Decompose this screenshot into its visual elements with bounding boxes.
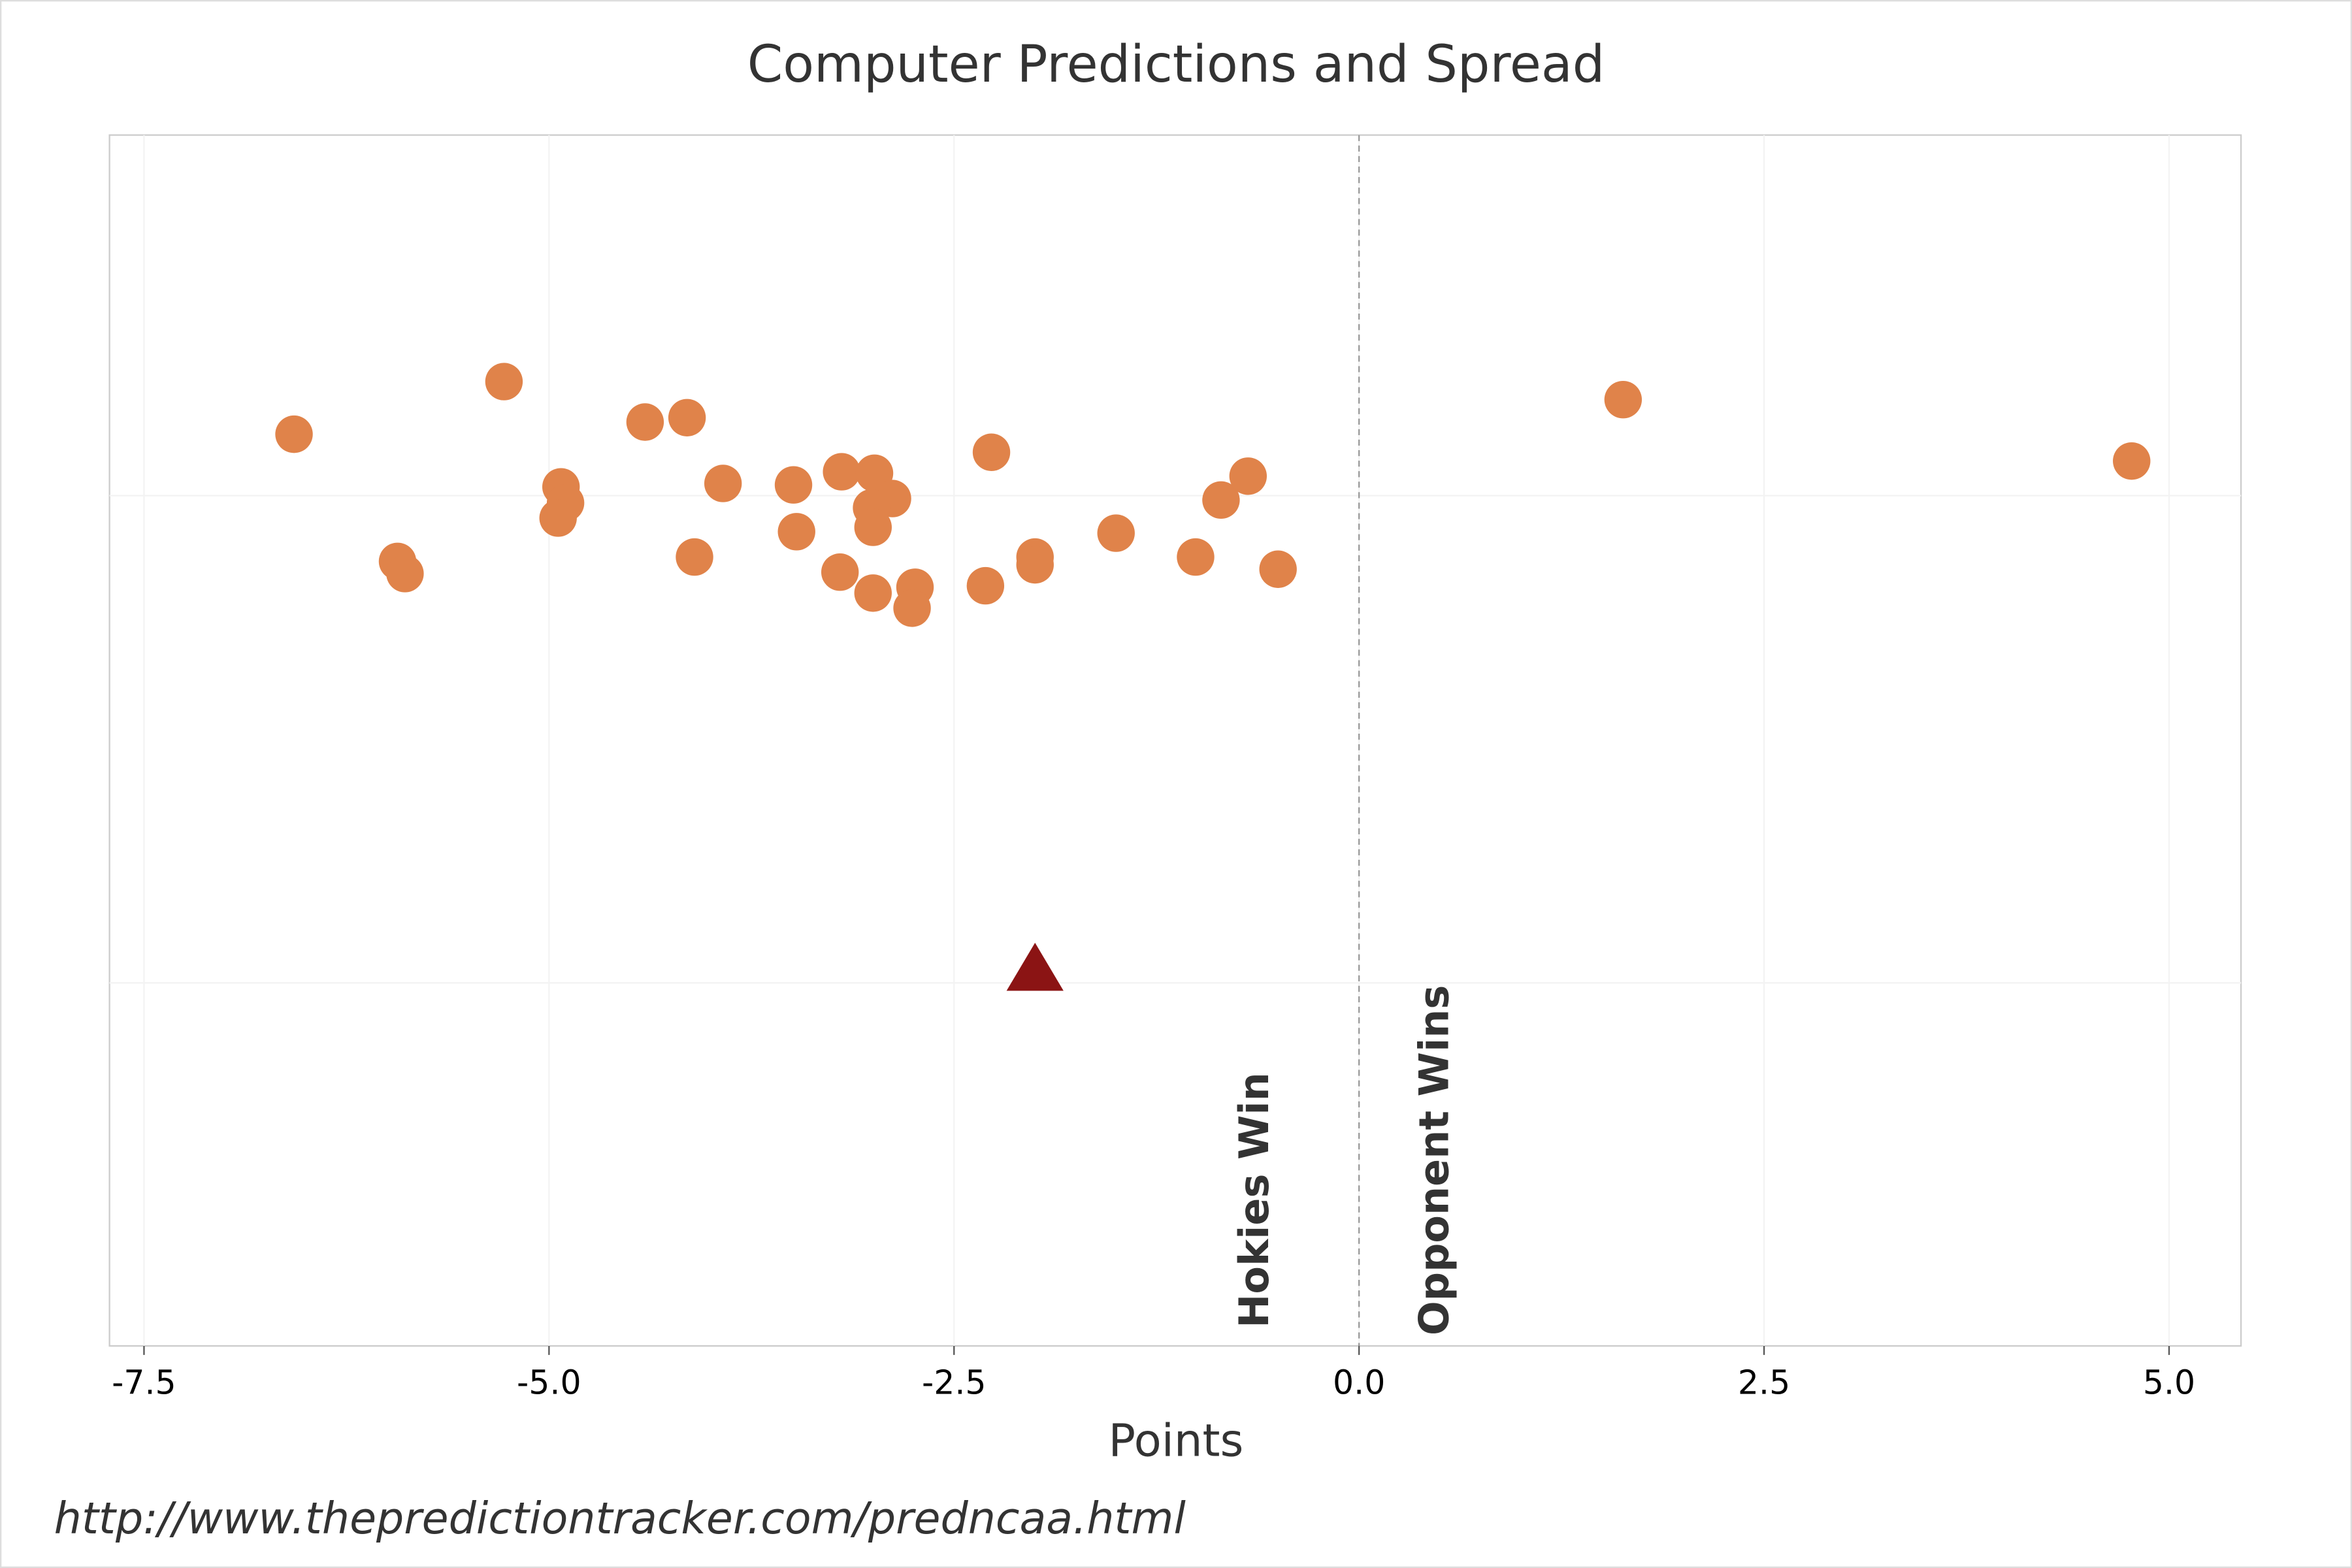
point bbox=[676, 538, 713, 576]
x-tick-label: 2.5 bbox=[1738, 1363, 1790, 1401]
x-tick-label: -2.5 bbox=[922, 1363, 987, 1401]
x-tick-label: -5.0 bbox=[517, 1363, 581, 1401]
point bbox=[854, 574, 892, 612]
source: http://www.thepredictiontracker.com/pred… bbox=[54, 1493, 1186, 1544]
point bbox=[626, 403, 664, 441]
point bbox=[485, 363, 523, 400]
chart-title: Computer Predictions and Spread bbox=[747, 35, 1605, 94]
x-tick-label: -7.5 bbox=[112, 1363, 176, 1401]
triangle-marker bbox=[1006, 943, 1064, 991]
point bbox=[1229, 457, 1267, 495]
point bbox=[777, 513, 815, 551]
annotation: Opponent Wins bbox=[1411, 985, 1458, 1335]
point bbox=[774, 466, 813, 504]
annotation: Hokies Win bbox=[1230, 1072, 1278, 1328]
point bbox=[972, 433, 1011, 471]
x-tick-label: 5.0 bbox=[2143, 1363, 2195, 1401]
point bbox=[1097, 514, 1135, 552]
point bbox=[823, 453, 860, 491]
point bbox=[966, 566, 1005, 605]
point bbox=[1202, 481, 1240, 519]
point bbox=[704, 465, 742, 502]
point bbox=[275, 415, 313, 453]
point bbox=[854, 508, 892, 546]
plot-frame bbox=[108, 134, 2242, 1347]
point bbox=[893, 589, 931, 627]
point bbox=[1016, 546, 1054, 584]
point bbox=[668, 399, 706, 436]
point bbox=[2113, 442, 2151, 480]
point bbox=[1259, 550, 1297, 588]
point bbox=[539, 499, 577, 537]
point bbox=[1604, 380, 1642, 419]
point bbox=[821, 553, 859, 591]
point bbox=[1177, 538, 1215, 576]
point bbox=[386, 555, 424, 593]
x-axis-label: Points bbox=[1109, 1414, 1244, 1467]
x-tick-label: 0.0 bbox=[1333, 1363, 1385, 1401]
